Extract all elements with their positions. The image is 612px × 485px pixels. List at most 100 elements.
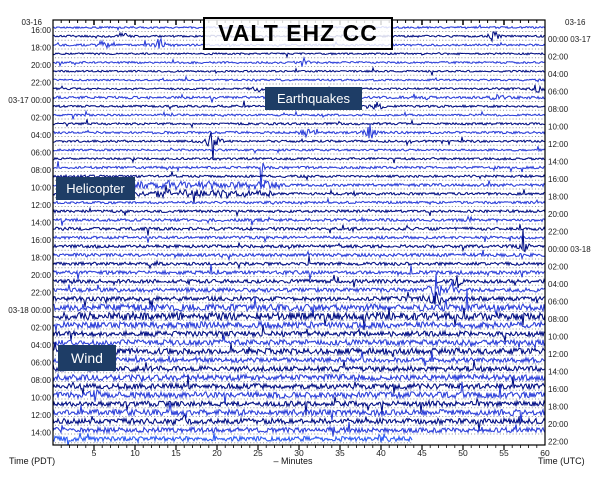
seismogram-trace [53, 274, 545, 289]
minute-tick-label: 60 [540, 448, 550, 458]
seismogram-trace [53, 307, 545, 331]
pdt-time-label: 04:00 [31, 131, 52, 140]
seismogram-trace [53, 156, 545, 164]
seismogram-trace [53, 118, 545, 129]
pdt-time-label: 06:00 [31, 359, 52, 368]
seismogram-trace [53, 171, 545, 182]
pdt-time-label: 06:00 [31, 149, 52, 158]
right-top-date-label: 03-16 [565, 18, 586, 27]
seismogram-trace [53, 289, 545, 317]
annotation-wind: Wind [58, 345, 116, 371]
seismogram-trace [53, 109, 545, 120]
utc-time-label: 00:00 03-17 [548, 35, 591, 44]
minute-tick-label: 10 [130, 448, 140, 458]
utc-time-label: 14:00 [548, 367, 569, 376]
seismogram-trace [53, 161, 545, 189]
seismogram-trace [53, 124, 545, 139]
seismogram-trace [53, 402, 545, 423]
seismogram-trace [53, 335, 545, 348]
minute-tick-label: 30 [294, 448, 304, 458]
seismogram-trace [53, 206, 545, 218]
utc-time-label: 10:00 [548, 122, 569, 131]
pdt-time-label: 12:00 [31, 201, 52, 210]
seismogram-trace [53, 224, 545, 236]
utc-time-label: 08:00 [548, 315, 569, 324]
trace-rows [53, 24, 545, 445]
pdt-time-label: 14:00 [31, 429, 52, 438]
pdt-time-label: 03-18 00:00 [8, 306, 51, 315]
pdt-time-label: 22:00 [31, 79, 52, 88]
left-axis-caption: Time (PDT) [9, 456, 56, 466]
right-axis-caption: Time (UTC) [538, 456, 585, 466]
pdt-time-label: 20:00 [31, 271, 52, 280]
seismogram-trace [53, 179, 545, 192]
utc-time-label: 16:00 [548, 385, 569, 394]
minute-tick-label: 15 [171, 448, 181, 458]
seismogram-trace [53, 146, 545, 155]
minute-tick-label: 40 [376, 448, 386, 458]
seismogram-trace [53, 215, 545, 226]
seismogram-trace [53, 132, 545, 161]
left-top-date-label: 03-16 [22, 18, 43, 27]
seismogram-trace [53, 255, 545, 270]
pdt-time-label: 12:00 [31, 411, 52, 420]
seismogram-trace [53, 234, 545, 244]
seismogram-trace [53, 372, 545, 383]
seismogram-trace [53, 319, 545, 331]
seismogram-trace [53, 264, 545, 280]
utc-time-label: 10:00 [548, 332, 569, 341]
pdt-time-label: 02:00 [31, 324, 52, 333]
pdt-time-label: 20:00 [31, 61, 52, 70]
seismogram-trace [53, 432, 413, 445]
minute-tick-label: 35 [335, 448, 345, 458]
seismogram-trace [53, 249, 545, 262]
pdt-time-label: 18:00 [31, 254, 52, 263]
pdt-time-label: 22:00 [31, 289, 52, 298]
utc-time-label: 06:00 [548, 297, 569, 306]
utc-time-label: 02:00 [548, 262, 569, 271]
seismogram-trace [53, 291, 545, 308]
seismogram-trace [53, 351, 545, 367]
seismogram-trace [53, 421, 545, 437]
minute-tick-label: 20 [212, 448, 222, 458]
pdt-time-label: 16:00 [31, 26, 52, 35]
minute-tick-label: 50 [458, 448, 468, 458]
utc-time-label: 22:00 [548, 437, 569, 446]
utc-time-label: 18:00 [548, 192, 569, 201]
pdt-time-label: 14:00 [31, 219, 52, 228]
seismogram-trace [53, 66, 545, 76]
seismogram-trace [53, 56, 545, 68]
utc-time-label: 14:00 [548, 157, 569, 166]
utc-time-label: 06:00 [548, 87, 569, 96]
pdt-time-label: 10:00 [31, 394, 52, 403]
seismogram-trace [53, 273, 545, 304]
utc-time-label: 16:00 [548, 175, 569, 184]
pdt-time-label: 04:00 [31, 341, 52, 350]
seismogram-trace [53, 184, 545, 204]
minutes-axis-caption: – Minutes [273, 456, 313, 466]
utc-time-labels: 03-16 00:00 03-17 02:00 04:00 06:00 08:00 10:0… [548, 18, 591, 446]
annotation-earthquakes: Earthquakes [265, 87, 362, 110]
seismogram-trace [53, 341, 545, 358]
seismogram-trace [53, 197, 545, 206]
pdt-time-label: 02:00 [31, 114, 52, 123]
seismogram-trace [53, 228, 545, 253]
seismogram-trace [53, 360, 545, 374]
minute-tick-labels: 5 10 15 20 25 30 35 40 45 50 55 60 [92, 448, 550, 458]
utc-time-label: 18:00 [548, 402, 569, 411]
minute-tick-label: 5 [92, 448, 97, 458]
utc-time-label: 00:00 03-18 [548, 245, 591, 254]
utc-time-label: 08:00 [548, 105, 569, 114]
minute-tick-label: 45 [417, 448, 427, 458]
utc-time-label: 04:00 [548, 280, 569, 289]
seismogram-trace [53, 74, 545, 83]
plot-title: VALT EHZ CC [203, 17, 393, 50]
pdt-time-label: 08:00 [31, 166, 52, 175]
pdt-time-label: 16:00 [31, 236, 52, 245]
pdt-time-label: 08:00 [31, 376, 52, 385]
utc-time-label: 12:00 [548, 350, 569, 359]
utc-time-label: 20:00 [548, 210, 569, 219]
utc-time-label: 12:00 [548, 140, 569, 149]
